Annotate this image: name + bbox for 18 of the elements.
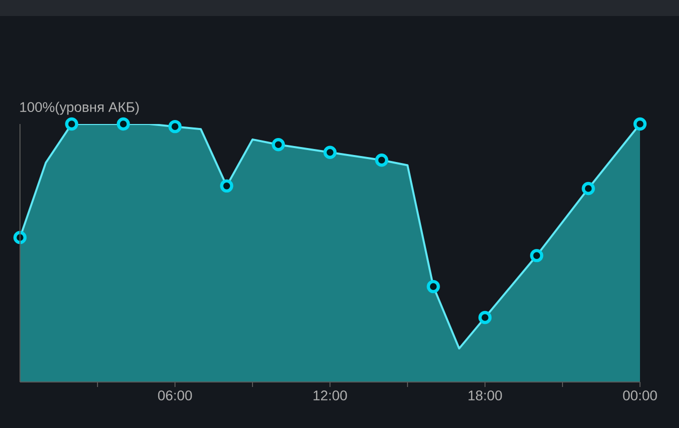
point [478, 310, 492, 324]
point [633, 117, 647, 131]
point [375, 154, 388, 167]
point [582, 182, 595, 196]
x-tick-label: 18:00 [468, 390, 502, 400]
text: 100%(уровня АКБ) [20, 102, 139, 115]
point [220, 179, 234, 193]
point [168, 120, 182, 134]
point [116, 117, 130, 131]
point [65, 117, 78, 131]
x-tick-label: 12:00 [314, 390, 347, 400]
point [272, 138, 285, 152]
point [323, 146, 337, 159]
point [13, 230, 27, 244]
x-tick-label: 00:00 [623, 390, 657, 400]
point [530, 248, 544, 262]
point [426, 280, 440, 294]
x-tick-label: 06:00 [158, 390, 192, 400]
